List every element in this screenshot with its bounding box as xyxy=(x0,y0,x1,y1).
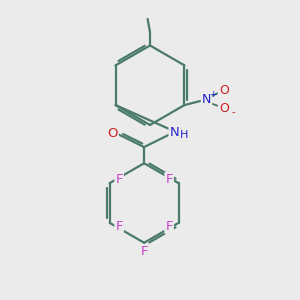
Text: N: N xyxy=(202,93,211,106)
Text: O: O xyxy=(219,84,229,97)
Text: O: O xyxy=(219,102,229,115)
Text: F: F xyxy=(116,173,123,186)
Text: O: O xyxy=(107,127,118,140)
Text: +: + xyxy=(209,90,217,99)
Text: F: F xyxy=(165,173,173,186)
Text: H: H xyxy=(180,130,188,140)
Text: F: F xyxy=(165,220,173,233)
Text: F: F xyxy=(140,245,148,258)
Text: N: N xyxy=(169,126,179,139)
Text: F: F xyxy=(116,220,123,233)
Text: -: - xyxy=(232,107,236,118)
